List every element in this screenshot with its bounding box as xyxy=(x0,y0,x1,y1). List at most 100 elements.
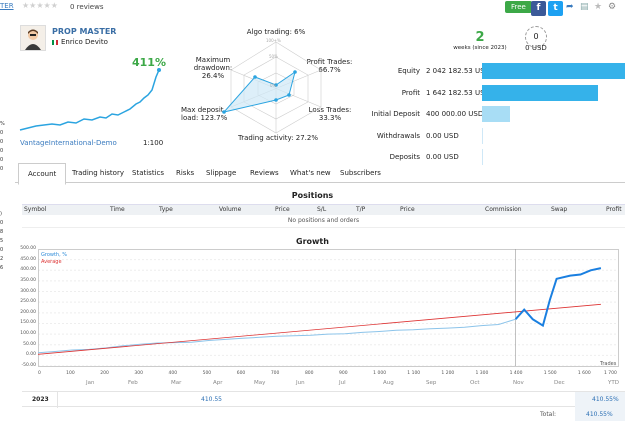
month-label: Oct xyxy=(470,380,480,386)
reviews-count[interactable]: 0 reviews xyxy=(70,3,104,11)
trades-axis-label: Trades xyxy=(600,361,617,367)
positions-empty: No positions and orders xyxy=(22,217,625,228)
radar-max-deposit-load: Max deposit load: 123.7% xyxy=(181,106,228,122)
bar-value: 400 000.00 USD xyxy=(426,110,484,118)
growth-chart xyxy=(38,249,619,367)
y-tick-label: -50.00 xyxy=(21,363,36,368)
month-label: May xyxy=(254,380,266,386)
y-tick-label: 350.00 xyxy=(20,277,36,283)
col-volume: Volume xyxy=(219,206,242,213)
tab-slippage[interactable]: Slippage xyxy=(206,169,237,177)
ytd-cell xyxy=(575,392,625,408)
x-tick-label: 0 xyxy=(38,371,41,376)
radar-ring-0: 0% xyxy=(270,83,277,88)
col-tp: T/P xyxy=(356,206,366,213)
month-label: Dec xyxy=(554,380,565,386)
bar-label: Initial Deposit xyxy=(371,110,420,118)
x-tick-label: 800 xyxy=(304,371,314,376)
series-average-line xyxy=(38,303,601,355)
bar-row-equity: Equity 2 042 182.53 USD xyxy=(360,63,625,79)
y-tick-label: 100.00 xyxy=(20,331,36,337)
month-label: Nov xyxy=(513,380,524,386)
growth-sparkline xyxy=(19,68,161,131)
chart-frame xyxy=(38,249,619,367)
facebook-icon[interactable]: f xyxy=(531,1,546,16)
radar-loss-trades: Loss Trades: 33.3% xyxy=(308,106,352,122)
bar-row-deposits: Deposits 0.00 USD xyxy=(360,149,625,165)
tab-subscribers[interactable]: Subscribers xyxy=(340,169,381,177)
radar-profit-trades: Profit Trades: 66.7% xyxy=(306,58,353,74)
year-divider xyxy=(57,392,58,408)
tab-account[interactable]: Account xyxy=(18,163,67,185)
x-tick-label: 900 xyxy=(339,371,348,376)
x-tick-label: 1 200 xyxy=(441,371,455,376)
month-label: Jul xyxy=(339,380,346,386)
series-growth-recent xyxy=(514,267,602,328)
bar-row-profit: Profit 1 642 182.53 USD xyxy=(360,84,625,101)
x-tick-label: 400 xyxy=(168,371,178,376)
col-type: Type xyxy=(159,206,173,213)
bar-value: 1 642 182.53 USD xyxy=(426,88,490,97)
tab-reviews[interactable]: Reviews xyxy=(250,169,279,177)
year-label: 2023 xyxy=(32,396,49,403)
subscribers-funds: 0 USD xyxy=(525,44,547,52)
tab-risks[interactable]: Risks xyxy=(176,169,195,177)
col-price: Price xyxy=(275,206,290,213)
signal-title: PROP MASTER xyxy=(52,27,117,36)
tab-statistics[interactable]: Statistics xyxy=(132,169,164,177)
bar-value: 2 042 182.53 USD xyxy=(426,67,490,75)
document-icon[interactable]: ▤ xyxy=(580,2,589,12)
month-label: YTD xyxy=(608,380,619,386)
ytd-value: 410.55% xyxy=(592,396,619,403)
apr-value: 410.55 xyxy=(201,396,222,403)
tab-trading-history[interactable]: Trading history xyxy=(72,169,124,177)
bar-value: 0.00 USD xyxy=(426,131,459,140)
total-label: Total: xyxy=(540,411,557,418)
twitter-icon[interactable]: t xyxy=(548,1,563,16)
bar-label: Deposits xyxy=(389,153,420,161)
bar-fill xyxy=(482,63,625,79)
tab-whats-new[interactable]: What's new xyxy=(290,169,331,177)
month-label: Apr xyxy=(213,380,223,386)
bar-fill xyxy=(482,127,483,144)
y-tick-label: 400.00 xyxy=(20,267,36,273)
y-tick-label: 450.00 xyxy=(20,256,36,262)
bar-row-withdrawals: Withdrawals 0.00 USD xyxy=(360,127,625,144)
x-tick-label: 1 600 xyxy=(577,371,591,376)
account-server[interactable]: VantageInternational-Demo xyxy=(20,139,117,147)
favorite-star-icon[interactable]: ★ xyxy=(594,2,603,12)
bar-label: Profit xyxy=(401,88,420,97)
breadcrumb-fragment[interactable]: TER xyxy=(0,2,14,10)
bar-label: Withdrawals xyxy=(376,131,420,140)
month-label: Aug xyxy=(383,380,394,386)
bar-fill xyxy=(482,84,598,101)
col-commission: Commission xyxy=(485,206,522,213)
free-button[interactable]: Free xyxy=(505,1,532,13)
positions-header xyxy=(22,204,625,215)
share-icon[interactable]: ➦ xyxy=(566,2,574,12)
x-tick-label: 1 700 xyxy=(604,371,617,376)
month-label: Feb xyxy=(128,380,138,386)
weeks-count: 2 xyxy=(475,30,485,45)
author-name[interactable]: Enrico Devito xyxy=(61,38,108,46)
year-row: 2023 410.55 410.55% xyxy=(22,391,625,408)
settings-gear-icon[interactable]: ⚙ xyxy=(608,2,617,12)
radar-chart xyxy=(222,41,322,134)
col-sl: S/L xyxy=(317,206,327,213)
radar-algo-trading: Algo trading: 6% xyxy=(246,28,306,36)
x-tick-label: 200 xyxy=(100,371,109,376)
col-symbol: Symbol xyxy=(24,206,47,213)
positions-title: Positions xyxy=(291,191,334,200)
y-tick-label: 300.00 xyxy=(20,288,36,294)
weeks-label: weeks (since 2023) xyxy=(453,45,507,51)
legend-growth: Growth, % xyxy=(41,252,68,258)
x-tick-label: 300 xyxy=(134,371,143,376)
leverage: 1:100 xyxy=(143,139,164,147)
y-tick-label: 150.00 xyxy=(20,320,36,326)
bar-fill xyxy=(482,106,511,122)
x-tick-label: 1 000 xyxy=(373,371,387,376)
rating-stars: ★★★★★ xyxy=(22,1,58,10)
x-tick-label: 100 xyxy=(66,371,75,376)
y-tick-label: 500.00 xyxy=(20,246,36,251)
growth-title: Growth xyxy=(296,237,329,246)
